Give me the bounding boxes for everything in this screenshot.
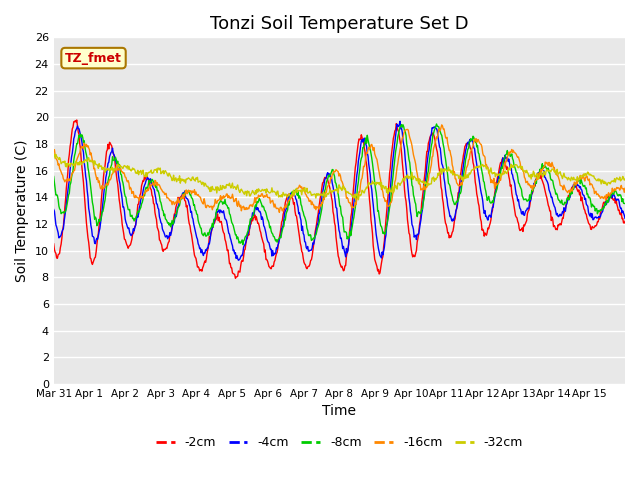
-16cm xyxy=(250,200,258,205)
-2cm xyxy=(118,213,125,219)
-8cm xyxy=(117,171,125,177)
-8cm xyxy=(433,121,440,127)
-2cm xyxy=(73,117,81,123)
-4cm xyxy=(235,257,243,263)
Legend: -2cm, -4cm, -8cm, -16cm, -32cm: -2cm, -4cm, -8cm, -16cm, -32cm xyxy=(151,431,528,454)
-32cm xyxy=(621,176,629,182)
-4cm xyxy=(117,188,125,193)
-2cm xyxy=(621,218,629,224)
-16cm xyxy=(431,140,439,146)
-16cm xyxy=(117,166,125,171)
-4cm xyxy=(396,119,404,124)
-32cm xyxy=(251,192,259,197)
-2cm xyxy=(400,175,408,181)
Line: -32cm: -32cm xyxy=(54,154,625,200)
-8cm xyxy=(239,242,246,248)
-4cm xyxy=(621,216,629,221)
-8cm xyxy=(50,174,58,180)
-4cm xyxy=(251,207,259,213)
-2cm xyxy=(232,276,239,281)
Line: -8cm: -8cm xyxy=(54,124,625,245)
-2cm xyxy=(273,250,281,255)
-4cm xyxy=(432,125,440,131)
-2cm xyxy=(50,241,58,247)
Y-axis label: Soil Temperature (C): Soil Temperature (C) xyxy=(15,139,29,282)
Title: Tonzi Soil Temperature Set D: Tonzi Soil Temperature Set D xyxy=(210,15,468,33)
Line: -2cm: -2cm xyxy=(54,120,625,278)
-4cm xyxy=(273,245,280,251)
-8cm xyxy=(251,204,259,210)
-32cm xyxy=(223,182,230,188)
-4cm xyxy=(400,142,408,147)
-32cm xyxy=(400,176,408,181)
-2cm xyxy=(432,142,440,148)
-32cm xyxy=(432,177,440,183)
-32cm xyxy=(50,154,58,159)
-8cm xyxy=(621,201,629,206)
-16cm xyxy=(50,147,58,153)
-2cm xyxy=(223,243,230,249)
-8cm xyxy=(222,201,230,207)
-32cm xyxy=(355,197,362,203)
-16cm xyxy=(399,134,407,140)
-8cm xyxy=(273,237,280,242)
Line: -16cm: -16cm xyxy=(54,125,625,212)
Text: TZ_fmet: TZ_fmet xyxy=(65,51,122,65)
-8cm xyxy=(431,126,439,132)
-32cm xyxy=(118,164,125,169)
X-axis label: Time: Time xyxy=(323,405,356,419)
-4cm xyxy=(222,216,230,222)
-32cm xyxy=(273,192,280,198)
-16cm xyxy=(438,122,445,128)
-16cm xyxy=(222,193,230,199)
-8cm xyxy=(399,122,407,128)
Line: -4cm: -4cm xyxy=(54,121,625,260)
-2cm xyxy=(252,217,259,223)
-4cm xyxy=(50,206,58,212)
-16cm xyxy=(272,204,280,210)
-32cm xyxy=(51,151,58,157)
-16cm xyxy=(276,209,284,215)
-16cm xyxy=(621,185,629,191)
